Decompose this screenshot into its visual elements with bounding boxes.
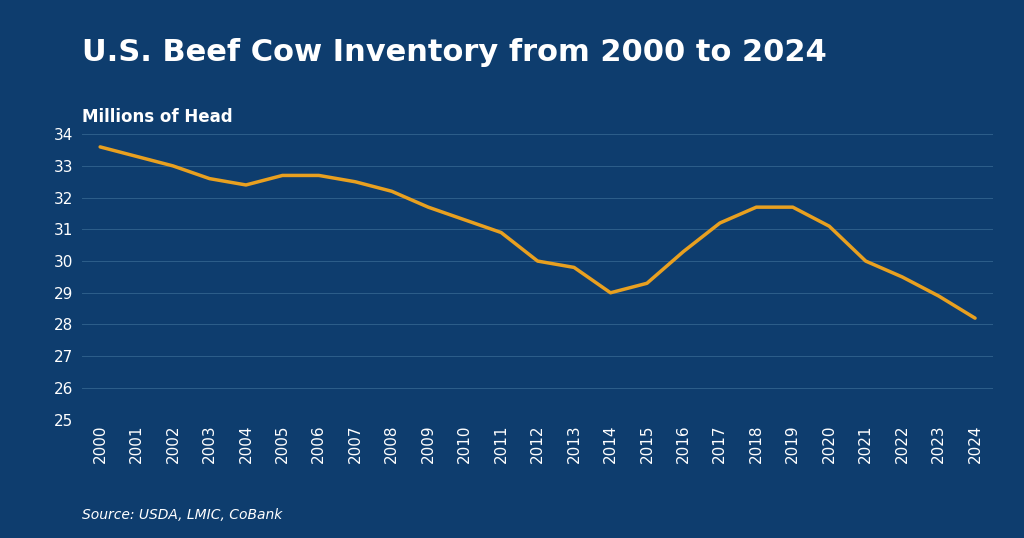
Text: Millions of Head: Millions of Head: [82, 108, 232, 125]
Text: Source: USDA, LMIC, CoBank: Source: USDA, LMIC, CoBank: [82, 508, 283, 522]
Text: U.S. Beef Cow Inventory from 2000 to 2024: U.S. Beef Cow Inventory from 2000 to 202…: [82, 38, 826, 67]
